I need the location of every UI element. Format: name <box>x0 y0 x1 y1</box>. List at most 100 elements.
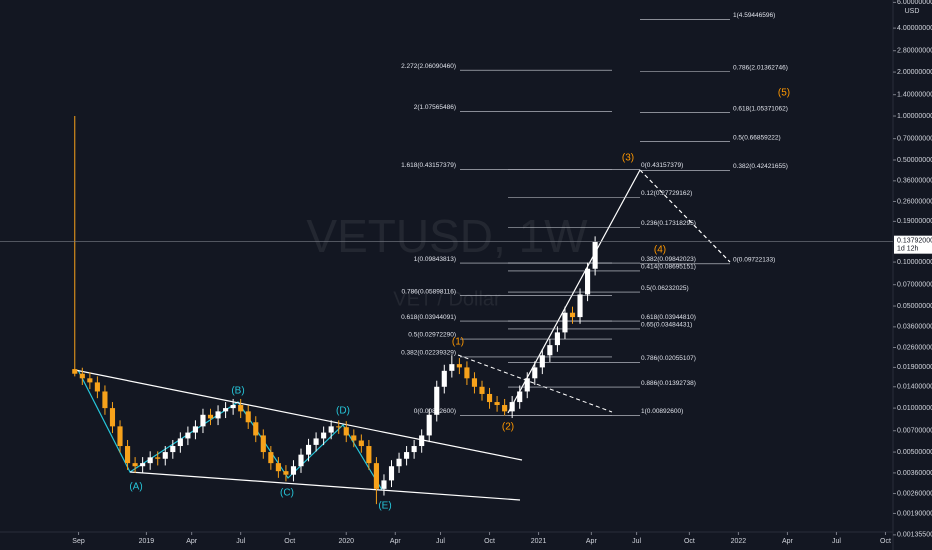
candle-body <box>358 440 364 447</box>
wave-3-line <box>507 169 641 414</box>
x-tick-label: 2020 <box>338 538 354 545</box>
y-tick-label: 0.01000000 <box>897 405 932 412</box>
candle-body <box>343 427 349 436</box>
wave-label: (4) <box>654 245 666 256</box>
candle-body <box>569 312 576 318</box>
wave-label: (D) <box>336 406 350 417</box>
fib-label: 0(0.09722133) <box>733 257 775 264</box>
candle-body <box>140 463 146 467</box>
candle-body <box>72 369 78 374</box>
candle-body <box>305 444 312 455</box>
y-tick-label: 0.00360000 <box>897 470 932 477</box>
candle-body <box>532 367 538 379</box>
y-tick-label: 0.05000000 <box>897 303 932 310</box>
candle-body <box>290 466 297 475</box>
upper-trendline <box>74 369 523 461</box>
candle-body <box>328 426 334 433</box>
fib-label: 2.272(2.06090460) <box>401 63 456 70</box>
x-tick-label: Oct <box>880 538 891 545</box>
candle-body <box>253 422 259 436</box>
candle-body <box>102 391 108 409</box>
candle-body <box>479 386 485 394</box>
y-tick-label: 1.40000000 <box>897 92 932 99</box>
fib-label: 0.618(0.03944091) <box>401 314 456 321</box>
candle-body <box>215 411 221 419</box>
fib-label: 0.382(0.02239329) <box>401 350 456 357</box>
y-tick-label: 0.01900000 <box>897 364 932 371</box>
candle-body <box>230 405 236 409</box>
candle-body <box>486 393 493 403</box>
y-tick-label: 0.00190000 <box>897 510 932 517</box>
wave-label: (5) <box>778 88 790 99</box>
y-tick-label: 0.00700000 <box>897 428 932 435</box>
y-tick-label: 4.00000000 <box>897 25 932 32</box>
x-tick-label: 2022 <box>731 538 747 545</box>
candle-body <box>411 446 417 453</box>
x-tick-label: Apr <box>782 538 794 545</box>
wave-labels: (A) (B) (C) (D) (E) (1) (2) (3) (4) (5) <box>129 88 790 512</box>
candle-body <box>456 364 462 368</box>
fib-label: 0.886(0.01392738) <box>641 380 696 387</box>
fib-label: 2(1.07565486) <box>414 104 456 111</box>
candle-body <box>366 446 372 464</box>
x-tick-label: Jul <box>632 538 641 545</box>
y-tick-label: 0.70000000 <box>897 135 932 142</box>
x-tick-label: 2019 <box>139 538 155 545</box>
x-tick-label: Oct <box>284 538 295 545</box>
candle-body <box>321 432 327 439</box>
candle-body <box>464 367 470 379</box>
wave-label: (E) <box>378 501 391 512</box>
x-tick-label: Sep <box>72 538 85 545</box>
candle-body <box>419 435 425 447</box>
candle-body <box>260 435 266 453</box>
fib-label: 0.382(0.42421655) <box>733 163 788 170</box>
fib-label: 0.786(0.02055107) <box>641 355 696 362</box>
x-tick-label: Apr <box>186 538 198 545</box>
x-tick-label: Apr <box>586 538 598 545</box>
y-tick-label: 0.02600000 <box>897 344 932 351</box>
candle-body <box>449 364 455 371</box>
candle-body <box>494 402 500 406</box>
candle-body <box>147 457 153 464</box>
wave-4-projection <box>639 169 731 263</box>
fib-label: 0.65(0.03484431) <box>641 322 692 329</box>
y-tick-label: 0.26000000 <box>897 198 932 205</box>
candle-body <box>336 426 342 428</box>
wave-label: (A) <box>129 482 142 493</box>
y-tick-label: 0.50000000 <box>897 157 932 164</box>
candle-body <box>592 241 598 269</box>
candle-body <box>238 405 244 412</box>
candle-body <box>426 414 432 436</box>
candle-body <box>192 426 198 433</box>
candle-body <box>268 452 274 464</box>
candles <box>72 116 598 505</box>
x-tick-label: Oct <box>684 538 695 545</box>
candle-body <box>207 414 214 419</box>
candle-body <box>132 463 138 467</box>
candle-body <box>396 458 402 467</box>
candle-body <box>275 463 281 472</box>
wave-label: (3) <box>622 153 634 164</box>
candle-body <box>502 405 508 412</box>
x-tick-label: 2021 <box>531 538 547 545</box>
last-price-box <box>894 235 932 254</box>
fib-label: 0.5(0.06232025) <box>641 285 689 292</box>
candle-body <box>79 373 85 379</box>
candle-body <box>223 408 229 412</box>
fib-label: 1(4.59446596) <box>733 12 775 19</box>
wave-label: (C) <box>280 488 294 499</box>
y-tick-label: 0.00260000 <box>897 490 932 497</box>
fib-label: 0.236(0.17318295) <box>641 220 696 227</box>
x-tick-label: Oct <box>484 538 495 545</box>
y-unit: USD <box>905 8 920 15</box>
candle-body <box>94 382 100 392</box>
y-tick-label: 0.10000000 <box>897 259 932 266</box>
candle-body <box>117 426 123 447</box>
candle-body <box>471 378 478 387</box>
y-tick-label: 1.00000000 <box>897 113 932 120</box>
fib-label: 1.618(0.43157379) <box>401 162 456 169</box>
candle-body <box>554 332 560 346</box>
y-tick-label: 0.00500000 <box>897 449 932 456</box>
